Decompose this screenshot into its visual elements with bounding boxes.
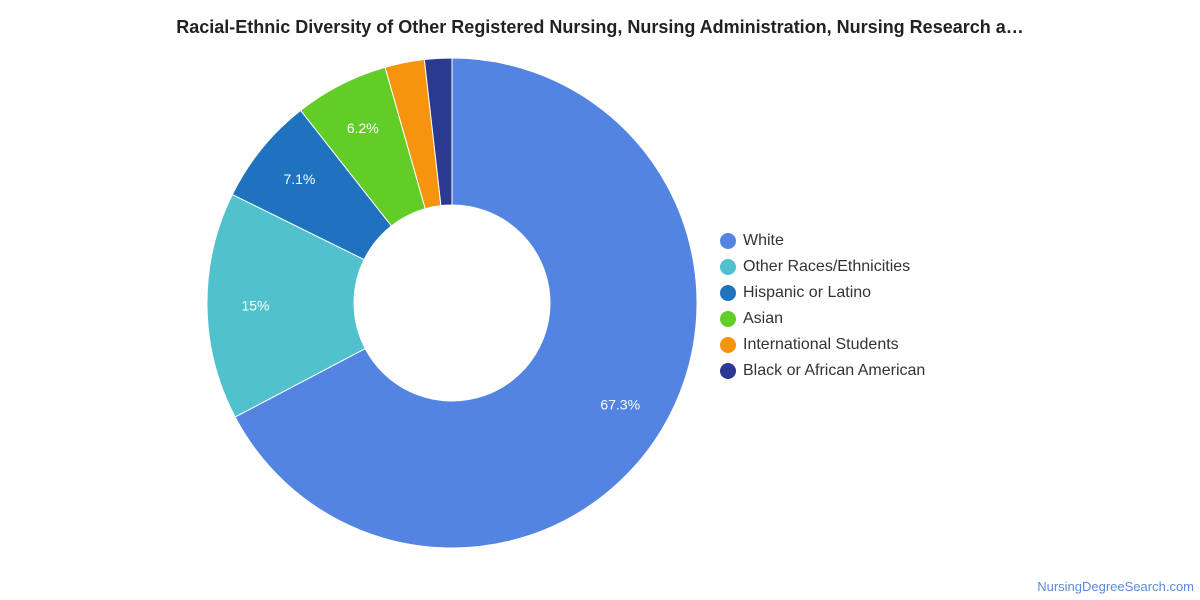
data-label-other-races-ethnicities: 15% bbox=[241, 297, 269, 313]
legend-swatch-icon bbox=[720, 285, 736, 301]
legend-swatch-icon bbox=[720, 311, 736, 327]
legend-item-black-or-african-american[interactable]: Black or African American bbox=[720, 358, 925, 384]
legend-item-asian[interactable]: Asian bbox=[720, 306, 925, 332]
legend-swatch-icon bbox=[720, 337, 736, 353]
legend: White Other Races/Ethnicities Hispanic or … bbox=[720, 228, 925, 384]
slice-white[interactable] bbox=[234, 57, 698, 549]
legend-item-other-races-ethnicities[interactable]: Other Races/Ethnicities bbox=[720, 254, 925, 280]
slice-other-races-ethnicities[interactable] bbox=[206, 193, 366, 418]
chart-title: Racial-Ethnic Diversity of Other Registe… bbox=[176, 17, 1024, 37]
legend-item-white[interactable]: White bbox=[720, 228, 925, 254]
data-label-asian: 6.2% bbox=[347, 120, 379, 136]
source-link[interactable]: NursingDegreeSearch.com bbox=[1037, 579, 1194, 594]
legend-swatch-icon bbox=[720, 363, 736, 379]
legend-label: International Students bbox=[743, 336, 899, 353]
data-label-white: 67.3% bbox=[600, 397, 640, 413]
legend-swatch-icon bbox=[720, 259, 736, 275]
legend-label: White bbox=[743, 232, 784, 249]
legend-label: Black or African American bbox=[743, 362, 926, 379]
legend-swatch-icon bbox=[720, 233, 736, 249]
legend-item-hispanic-or-latino[interactable]: Hispanic or Latino bbox=[720, 280, 925, 306]
legend-item-international-students[interactable]: International Students bbox=[720, 332, 925, 358]
data-label-hispanic-or-latino: 7.1% bbox=[283, 171, 315, 187]
slice-black-or-african-american[interactable] bbox=[423, 57, 453, 207]
legend-label: Asian bbox=[743, 310, 784, 327]
legend-label: Other Races/Ethnicities bbox=[743, 258, 911, 275]
legend-label: Hispanic or Latino bbox=[743, 284, 872, 301]
